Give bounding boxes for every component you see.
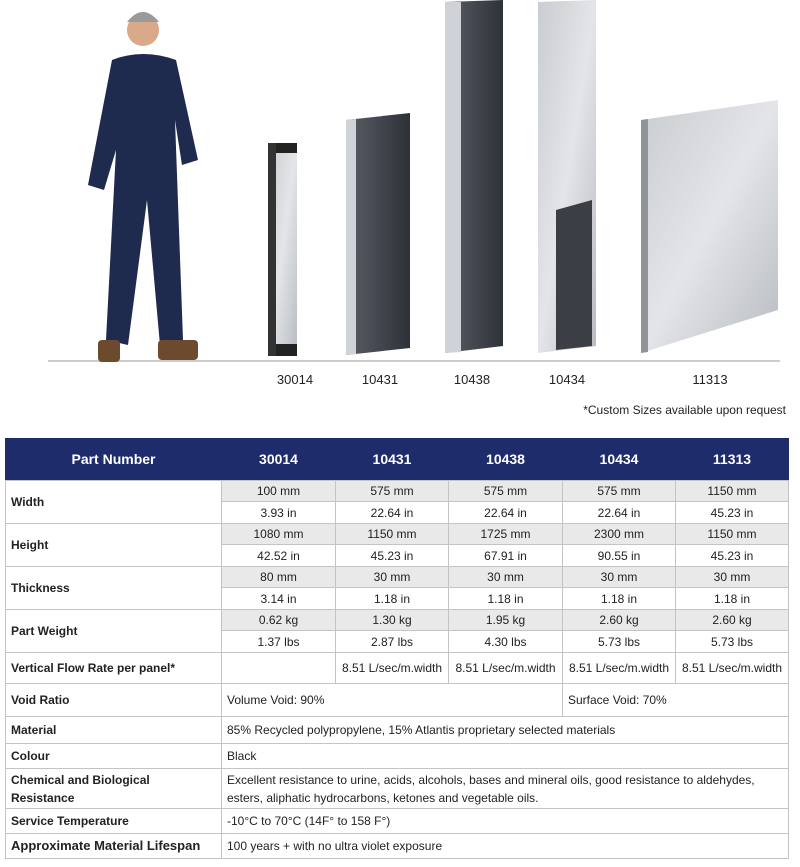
row-label: Service Temperature (5, 808, 222, 834)
empty-cell (221, 652, 336, 684)
row-label: Thickness (5, 566, 222, 610)
header-cell: Part Number (5, 438, 222, 481)
flow-value: 8.51 L/sec/m.width (448, 652, 563, 684)
row-label: Chemical and Biological Resistance (5, 768, 222, 809)
metric-value: 575 mm (448, 480, 563, 502)
header-cell: 30014 (221, 438, 336, 481)
metric-value: 1725 mm (448, 523, 563, 545)
imperial-value: 4.30 lbs (448, 630, 563, 653)
part-label: 10438 (453, 372, 491, 387)
metric-value: 1.95 kg (448, 609, 563, 631)
imperial-value: 1.18 in (448, 587, 563, 610)
row-text: 100 years + with no ultra violet exposur… (221, 833, 789, 859)
imperial-value: 45.23 in (675, 501, 789, 524)
metric-value: 2300 mm (562, 523, 676, 545)
row-label: Approximate Material Lifespan (5, 833, 222, 859)
metric-value: 575 mm (562, 480, 676, 502)
imperial-value: 1.18 in (335, 587, 449, 610)
part-label: 10431 (361, 372, 399, 387)
imperial-value: 22.64 in (448, 501, 563, 524)
void-value: Surface Void: 70% (562, 683, 789, 717)
flow-value: 8.51 L/sec/m.width (562, 652, 676, 684)
imperial-value: 5.73 lbs (562, 630, 676, 653)
panel-10434 (538, 0, 596, 353)
metric-value: 30 mm (335, 566, 449, 588)
metric-value: 30 mm (675, 566, 789, 588)
metric-value: 80 mm (221, 566, 336, 588)
imperial-value: 2.87 lbs (335, 630, 449, 653)
imperial-value: 42.52 in (221, 544, 336, 567)
header-cell: 10431 (335, 438, 449, 481)
imperial-value: 1.37 lbs (221, 630, 336, 653)
imperial-value: 1.18 in (675, 587, 789, 610)
panel-11313 (641, 100, 778, 353)
metric-value: 100 mm (221, 480, 336, 502)
imperial-value: 1.18 in (562, 587, 676, 610)
metric-value: 1150 mm (335, 523, 449, 545)
metric-value: 1.30 kg (335, 609, 449, 631)
panel-30014 (268, 143, 297, 356)
worker-figure (88, 12, 198, 362)
metric-value: 575 mm (335, 480, 449, 502)
row-text: Excellent resistance to urine, acids, al… (221, 768, 789, 809)
custom-size-note: *Custom Sizes available upon request (583, 403, 786, 417)
row-label: Height (5, 523, 222, 567)
metric-value: 2.60 kg (675, 609, 789, 631)
metric-value: 30 mm (562, 566, 676, 588)
header-cell: 10434 (562, 438, 676, 481)
row-label: Vertical Flow Rate per panel* (5, 652, 222, 684)
flow-value: 8.51 L/sec/m.width (335, 652, 449, 684)
imperial-value: 22.64 in (335, 501, 449, 524)
product-illustration (48, 0, 780, 362)
metric-value: 2.60 kg (562, 609, 676, 631)
imperial-value: 90.55 in (562, 544, 676, 567)
row-label: Width (5, 480, 222, 524)
panel-10438 (445, 0, 503, 353)
void-value: Volume Void: 90% (221, 683, 563, 717)
flow-value: 8.51 L/sec/m.width (675, 652, 789, 684)
imperial-value: 3.93 in (221, 501, 336, 524)
imperial-value: 67.91 in (448, 544, 563, 567)
metric-value: 1150 mm (675, 523, 789, 545)
imperial-value: 45.23 in (335, 544, 449, 567)
part-label: 10434 (548, 372, 586, 387)
row-label: Colour (5, 743, 222, 769)
imperial-value: 3.14 in (221, 587, 336, 610)
metric-value: 30 mm (448, 566, 563, 588)
imperial-value: 5.73 lbs (675, 630, 789, 653)
row-text: Black (221, 743, 789, 769)
part-label: 30014 (276, 372, 314, 387)
imperial-value: 22.64 in (562, 501, 676, 524)
row-label: Void Ratio (5, 683, 222, 717)
part-label: 11313 (692, 372, 728, 387)
metric-value: 1150 mm (675, 480, 789, 502)
imperial-value: 45.23 in (675, 544, 789, 567)
metric-value: 1080 mm (221, 523, 336, 545)
header-cell: 11313 (675, 438, 789, 481)
row-text: -10°C to 70°C (14F° to 158 F°) (221, 808, 789, 834)
row-label: Material (5, 716, 222, 744)
row-label: Part Weight (5, 609, 222, 653)
row-text: 85% Recycled polypropylene, 15% Atlantis… (221, 716, 789, 744)
metric-value: 0.62 kg (221, 609, 336, 631)
panel-10431 (346, 113, 410, 355)
header-cell: 10438 (448, 438, 563, 481)
